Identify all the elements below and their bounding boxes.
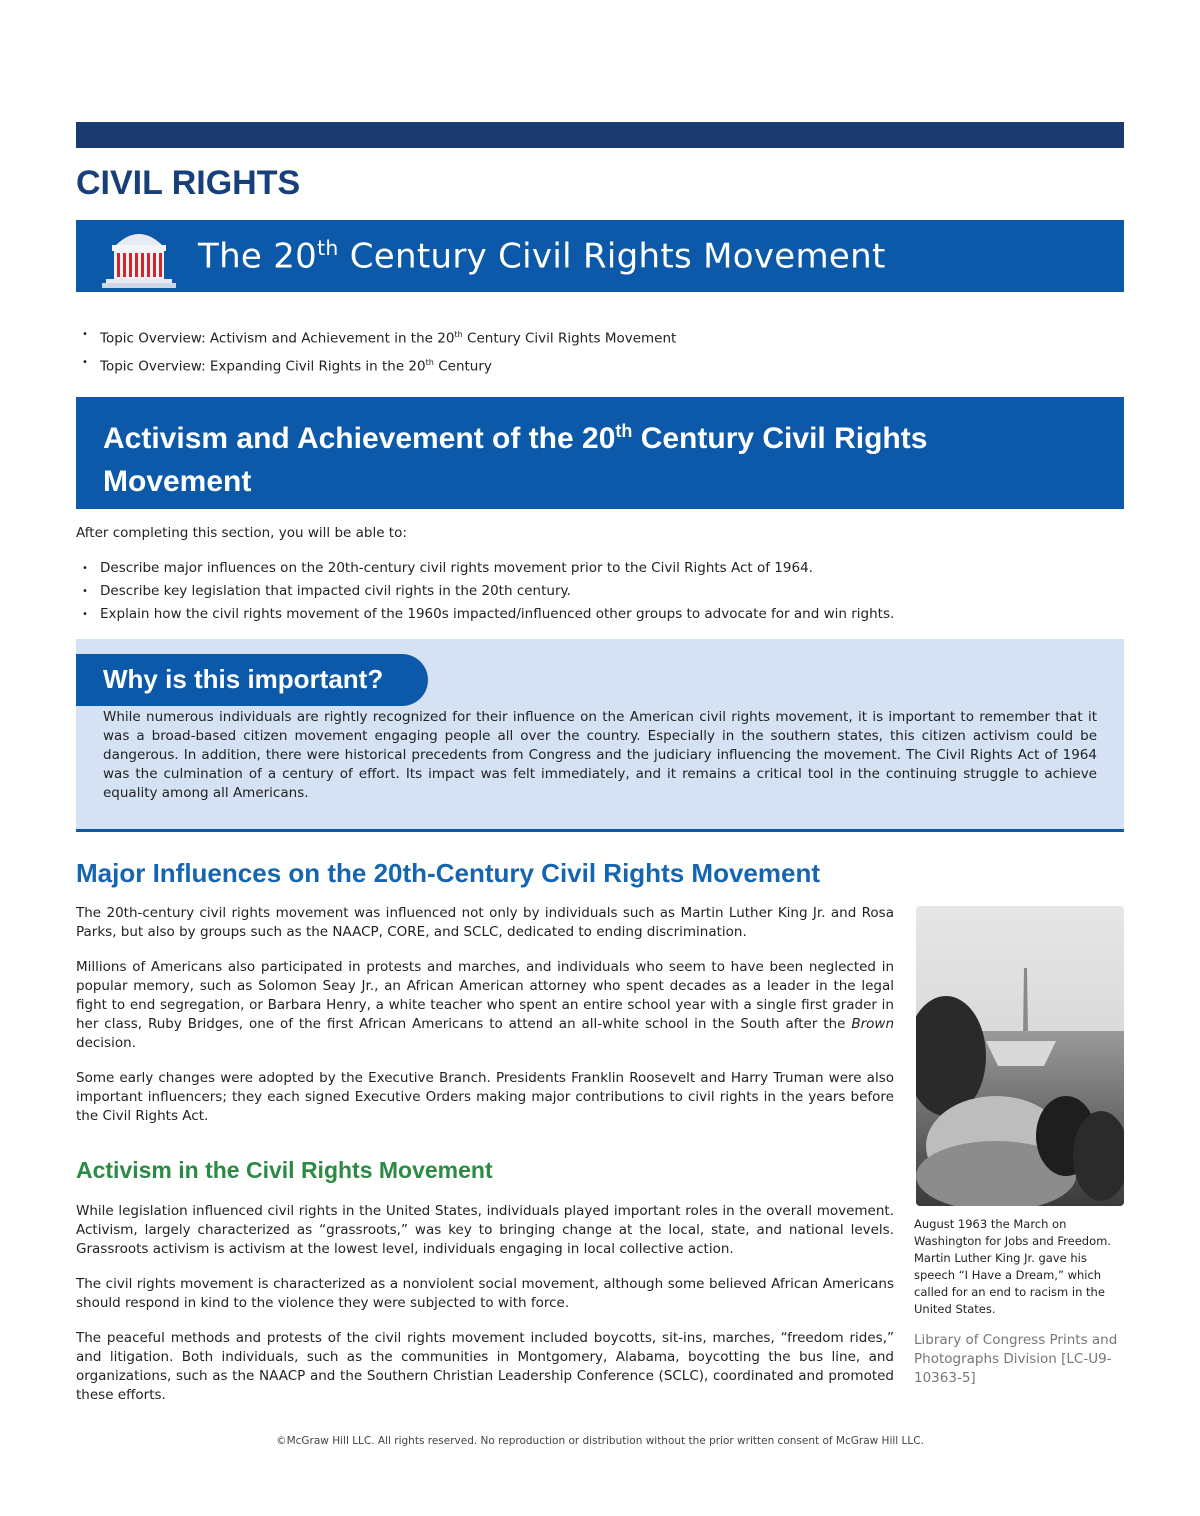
major-influences-body: The 20th-century civil rights movement w… — [76, 904, 894, 1142]
why-important-text: While numerous individuals are rightly r… — [103, 709, 1097, 801]
paragraph: While legislation influenced civil right… — [76, 1203, 894, 1257]
activism-heading: Activism in the Civil Rights Movement — [76, 1157, 493, 1183]
march-on-washington-photo — [916, 906, 1124, 1206]
topic-link[interactable]: Topic Overview: Activism and Achievement… — [76, 323, 676, 351]
objectives-intro: After completing this section, you will … — [76, 525, 407, 541]
activism-body: While legislation influenced civil right… — [76, 1202, 894, 1421]
photo-caption: August 1963 the March on Washington for … — [914, 1217, 1111, 1316]
why-important-title: Why is this important? — [103, 664, 384, 694]
memorial-building-icon — [102, 234, 176, 288]
photo-credit: Library of Congress Prints and Photograp… — [914, 1332, 1118, 1386]
why-important-tab: Why is this important? — [76, 654, 428, 706]
paragraph: The 20th-century civil rights movement w… — [76, 905, 894, 940]
copyright-footer: ©McGraw Hill LLC. All rights reserved. N… — [276, 1435, 924, 1447]
chapter-banner: The 20th Century Civil Rights Movement — [76, 220, 1124, 292]
section-banner: Activism and Achievement of the 20th Cen… — [76, 397, 1124, 509]
paragraph: Some early changes were adopted by the E… — [76, 1070, 894, 1124]
why-important-box: Why is this important? While numerous in… — [76, 639, 1124, 832]
chapter-title: The 20th Century Civil Rights Movement — [198, 235, 886, 277]
header-bar — [76, 122, 1124, 148]
objective-item: Explain how the civil rights movement of… — [76, 603, 894, 626]
paragraph: The peaceful methods and protests of the… — [76, 1330, 894, 1403]
paragraph: Millions of Americans also participated … — [76, 959, 894, 1051]
topic-list: Topic Overview: Activism and Achievement… — [76, 323, 676, 378]
paragraph: The civil rights movement is characteriz… — [76, 1276, 894, 1311]
topic-link[interactable]: Topic Overview: Expanding Civil Rights i… — [76, 351, 676, 379]
subject-title: CIVIL RIGHTS — [76, 164, 301, 202]
major-influences-heading: Major Influences on the 20th-Century Civ… — [76, 858, 820, 888]
objective-item: Describe key legislation that impacted c… — [76, 580, 894, 603]
objectives-list: Describe major influences on the 20th-ce… — [76, 557, 894, 626]
objective-item: Describe major influences on the 20th-ce… — [76, 557, 894, 580]
section-title: Activism and Achievement of the 20th Cen… — [103, 421, 928, 498]
